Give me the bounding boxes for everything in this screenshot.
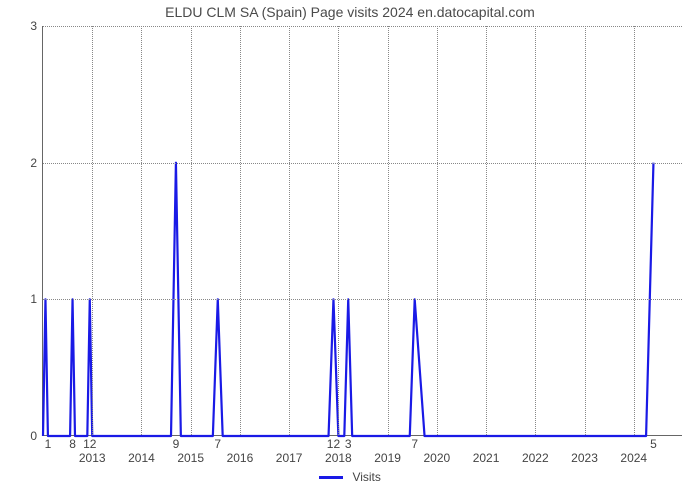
- x-year-label: 2018: [325, 451, 352, 465]
- x-top-label: 7: [411, 437, 418, 451]
- y-tick-label: 3: [30, 19, 37, 33]
- y-tick-label: 1: [30, 292, 37, 306]
- x-year-label: 2016: [227, 451, 254, 465]
- y-tick-label: 2: [30, 156, 37, 170]
- x-year-label: 2014: [128, 451, 155, 465]
- x-year-label: 2019: [374, 451, 401, 465]
- gridline-v: [535, 26, 536, 435]
- gridline-v: [338, 26, 339, 435]
- gridline-v: [388, 26, 389, 435]
- plot-area: 0123201320142015201620172018201920202021…: [42, 26, 682, 436]
- gridline-v: [191, 26, 192, 435]
- x-top-label: 12: [83, 437, 96, 451]
- chart-root: ELDU CLM SA (Spain) Page visits 2024 en.…: [0, 0, 700, 500]
- x-top-label: 9: [173, 437, 180, 451]
- y-tick-label: 0: [30, 429, 37, 443]
- chart-title: ELDU CLM SA (Spain) Page visits 2024 en.…: [0, 4, 700, 20]
- gridline-h: [43, 26, 682, 27]
- x-year-label: 2022: [522, 451, 549, 465]
- legend-label: Visits: [352, 470, 380, 484]
- x-year-label: 2023: [571, 451, 598, 465]
- gridline-v: [240, 26, 241, 435]
- gridline-v: [289, 26, 290, 435]
- x-top-label: 8: [69, 437, 76, 451]
- x-year-label: 2020: [423, 451, 450, 465]
- x-year-label: 2015: [177, 451, 204, 465]
- gridline-v: [437, 26, 438, 435]
- x-top-label: 7: [214, 437, 221, 451]
- gridline-v: [141, 26, 142, 435]
- visits-line: [43, 26, 683, 436]
- gridline-v: [634, 26, 635, 435]
- legend: Visits: [0, 470, 700, 484]
- gridline-h: [43, 299, 682, 300]
- gridline-v: [92, 26, 93, 435]
- x-top-label: 1: [45, 437, 52, 451]
- x-top-label: 3: [345, 437, 352, 451]
- legend-swatch: [319, 476, 343, 479]
- gridline-v: [486, 26, 487, 435]
- x-top-label: 12: [327, 437, 340, 451]
- gridline-v: [585, 26, 586, 435]
- gridline-h: [43, 163, 682, 164]
- x-top-label: 5: [650, 437, 657, 451]
- x-year-label: 2013: [79, 451, 106, 465]
- x-year-label: 2024: [620, 451, 647, 465]
- x-year-label: 2021: [473, 451, 500, 465]
- x-year-label: 2017: [276, 451, 303, 465]
